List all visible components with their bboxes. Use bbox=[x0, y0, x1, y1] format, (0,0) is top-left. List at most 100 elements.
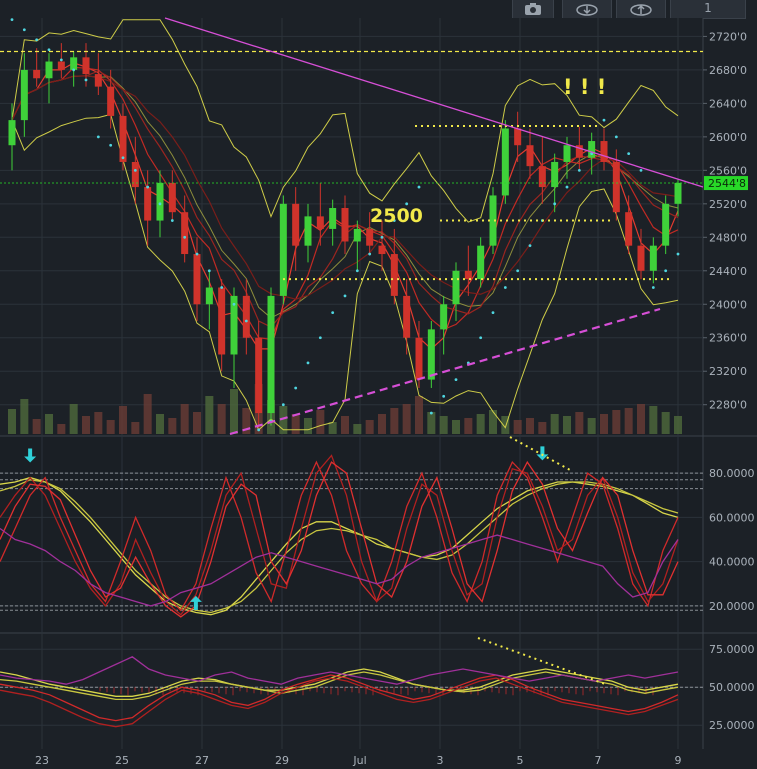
candle-body bbox=[378, 245, 386, 255]
volume-bar bbox=[476, 414, 485, 434]
grid-lines bbox=[0, 18, 757, 749]
candle-body bbox=[538, 166, 546, 188]
sar-dot bbox=[503, 286, 507, 289]
candle-body bbox=[501, 128, 509, 196]
time-axis-bg bbox=[0, 749, 757, 769]
volume-bar bbox=[415, 396, 423, 434]
volume-bar bbox=[193, 412, 201, 434]
interval-button[interactable]: 1 bbox=[670, 0, 746, 19]
candle-body bbox=[205, 287, 213, 305]
price-tick-label: 2480'0 bbox=[709, 231, 747, 244]
time-tick-label: 29 bbox=[275, 754, 289, 767]
candle-body bbox=[8, 120, 16, 146]
candle-body bbox=[662, 203, 670, 246]
candle-body bbox=[267, 295, 275, 414]
cloud-upload-icon bbox=[630, 4, 652, 16]
candle-body bbox=[415, 337, 423, 380]
sar-dot bbox=[417, 185, 421, 189]
volume-bar bbox=[180, 404, 189, 434]
sar-dot bbox=[183, 235, 187, 239]
stoch-series-line bbox=[0, 527, 679, 607]
candle-body bbox=[255, 337, 263, 414]
sar-dot bbox=[59, 58, 63, 62]
volume-bar bbox=[402, 404, 411, 434]
candle-body bbox=[600, 141, 608, 162]
rsi-tick-label: 50.0000 bbox=[709, 681, 755, 694]
price-tick-label: 2280'0 bbox=[709, 399, 747, 412]
volume-bar bbox=[439, 416, 448, 434]
candle-body bbox=[45, 61, 53, 79]
candle-body bbox=[403, 295, 411, 338]
candle-body bbox=[526, 145, 534, 167]
sar-dot bbox=[146, 185, 150, 189]
volume-bar bbox=[365, 420, 374, 434]
sar-dot bbox=[133, 168, 137, 172]
candle-body bbox=[131, 161, 139, 188]
volume-bar bbox=[378, 414, 386, 434]
price-tick-label: 2320'0 bbox=[709, 365, 747, 378]
time-tick-label: 5 bbox=[517, 754, 524, 767]
candle-body bbox=[563, 145, 571, 162]
level-annotation: 2500 bbox=[370, 205, 423, 227]
candle-body bbox=[353, 228, 361, 242]
volume-bar bbox=[526, 418, 534, 434]
volume-bar bbox=[131, 422, 140, 434]
up-arrow-icon bbox=[189, 595, 202, 610]
price-tick-label: 2640'0 bbox=[709, 97, 747, 110]
volume-bar bbox=[587, 418, 596, 434]
sar-dot bbox=[380, 235, 384, 239]
sar-dot bbox=[577, 168, 581, 172]
sar-dots bbox=[10, 18, 680, 432]
volume-bar bbox=[624, 408, 633, 434]
volume-bar bbox=[550, 414, 559, 434]
candle-body bbox=[637, 245, 645, 271]
stoch-tick-label: 20.0000 bbox=[709, 600, 755, 613]
candle-body bbox=[20, 69, 28, 121]
candle-body bbox=[57, 61, 65, 70]
price-tick-label: 2360'0 bbox=[709, 332, 747, 345]
sar-dot bbox=[479, 336, 483, 340]
price-tick-label: 2600'0 bbox=[709, 131, 747, 144]
candle-body bbox=[366, 228, 374, 246]
candle-body bbox=[230, 295, 238, 355]
sar-dot bbox=[602, 118, 606, 122]
candle-body bbox=[674, 182, 682, 204]
sar-dot bbox=[207, 269, 211, 273]
stoch-series-line bbox=[0, 479, 679, 614]
down-arrow-icon bbox=[536, 446, 549, 461]
candle-body bbox=[329, 208, 337, 229]
rsi-tick-label: 25.0000 bbox=[709, 719, 755, 732]
time-tick-label: 27 bbox=[195, 754, 209, 767]
candle-body bbox=[279, 203, 287, 296]
volume-bar bbox=[156, 414, 164, 434]
sar-dot bbox=[614, 135, 618, 139]
candle-body bbox=[82, 57, 90, 75]
sar-dot bbox=[22, 28, 26, 32]
sar-dot bbox=[639, 168, 643, 172]
sar-dot bbox=[429, 411, 433, 415]
sar-dot bbox=[651, 286, 655, 289]
candle-body bbox=[107, 86, 115, 116]
sar-dot bbox=[627, 152, 631, 155]
price-tick-label: 2720'0 bbox=[709, 30, 747, 43]
sar-dot bbox=[195, 252, 199, 256]
sar-dot bbox=[109, 143, 113, 147]
candle-body bbox=[390, 254, 398, 296]
sar-dot bbox=[343, 294, 347, 298]
volume-bar bbox=[57, 424, 66, 434]
volume-bar bbox=[143, 394, 152, 434]
stoch-tick-label: 40.0000 bbox=[709, 556, 755, 569]
sar-dot bbox=[355, 269, 359, 273]
rsi-series-line bbox=[0, 656, 679, 685]
sar-dot bbox=[318, 336, 322, 340]
candle-body bbox=[588, 141, 596, 158]
candle-body bbox=[649, 245, 657, 271]
volume-bar bbox=[106, 420, 115, 434]
stoch-tick-label: 80.0000 bbox=[709, 467, 755, 480]
volume-bar bbox=[575, 412, 584, 434]
down-arrow-icon bbox=[24, 448, 37, 463]
candle-body bbox=[551, 161, 559, 188]
rsi-tick-label: 75.0000 bbox=[709, 643, 755, 656]
volume-bar bbox=[217, 404, 226, 434]
